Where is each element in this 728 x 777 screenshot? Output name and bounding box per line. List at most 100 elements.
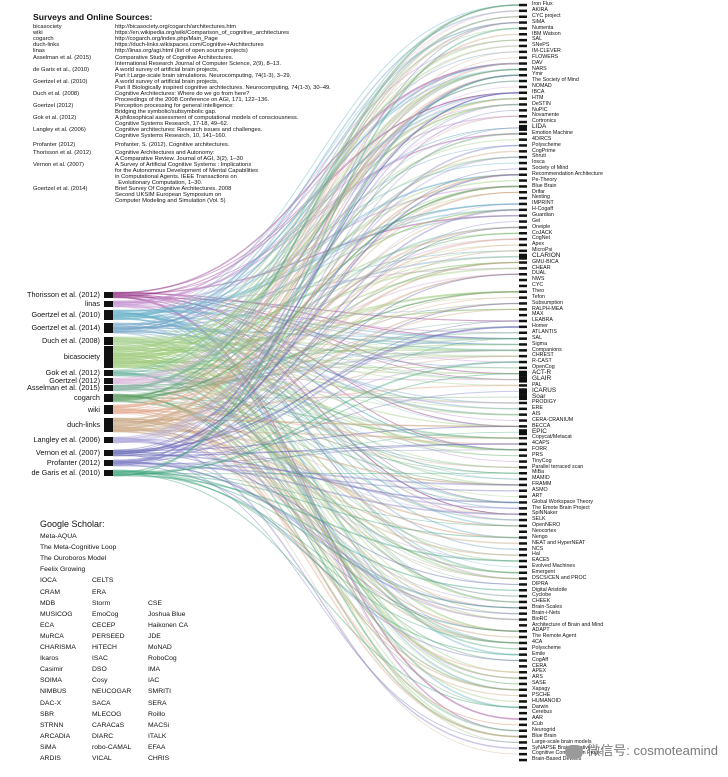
flow-link [112, 51, 520, 430]
flow-link [112, 92, 520, 380]
flow-link [112, 465, 520, 492]
flow-link [112, 473, 520, 632]
flow-link [112, 127, 520, 373]
left-node-label: Goertzel et al. (2010) [31, 310, 100, 319]
flow-link [112, 361, 520, 476]
right-node-bar [519, 337, 527, 340]
source-key: Goertzel et al. (2010) [33, 79, 88, 85]
right-node-label: Homer [532, 323, 548, 330]
flow-link [112, 98, 520, 411]
source-value: Comparative Study of Cognitive Architect… [115, 55, 281, 67]
flow-link [112, 419, 520, 638]
right-node-bar [519, 173, 527, 176]
flow-link [112, 273, 520, 424]
left-node-bar [104, 405, 113, 414]
scholar-item: EFAA [148, 743, 166, 751]
flow-link [112, 133, 520, 398]
right-node-bar [519, 226, 527, 229]
flow-link [112, 92, 520, 294]
right-node-bar [519, 388, 527, 395]
source-value: Cognitive architectures: Research issues… [115, 127, 263, 139]
flow-link [112, 302, 520, 433]
left-node-bar [104, 385, 113, 391]
right-node-bar [519, 91, 527, 94]
flow-link [112, 4, 520, 400]
left-node-label: cogarch [74, 393, 100, 402]
right-node-label: PAL [532, 381, 542, 388]
right-node-bar [519, 237, 527, 241]
flow-link [112, 399, 520, 486]
left-node-bar [104, 323, 113, 333]
flow-link [112, 191, 520, 365]
left-node-label: Thorisson et al. (2012) [26, 290, 100, 299]
right-node-label: Gel [532, 217, 541, 224]
flow-link [112, 244, 520, 358]
source-key: bicasociety [33, 24, 62, 30]
right-node-bar [519, 290, 527, 293]
flow-link [112, 358, 520, 738]
flow-link [112, 51, 520, 326]
source-row: wiki https://en.wikipedia.org/wiki/Compar… [33, 30, 289, 36]
flow-link [112, 360, 520, 468]
flow-link [112, 355, 520, 384]
flow-link [112, 62, 520, 295]
right-node-bar [519, 185, 527, 188]
flow-link [112, 308, 520, 328]
right-node-bar [519, 507, 527, 510]
right-node-bar [519, 15, 527, 18]
flow-link [112, 4, 520, 371]
flow-link [112, 273, 520, 384]
flow-link [112, 327, 520, 550]
flow-link [112, 303, 520, 580]
flow-link [112, 396, 520, 439]
flow-link [112, 303, 520, 389]
scholar-item: MLECOG [92, 710, 122, 718]
right-node-bar [519, 284, 527, 288]
left-node-bar [104, 394, 113, 402]
right-node-label: Guardian [532, 211, 554, 218]
right-node-bar [519, 3, 527, 7]
flow-link [112, 460, 520, 615]
scholar-item: DSO [92, 666, 107, 674]
scholar-item: robo-CAMAL [92, 743, 132, 751]
flow-link [112, 203, 520, 439]
flow-link [112, 45, 520, 380]
flow-link [112, 215, 520, 325]
flow-link [112, 322, 520, 410]
right-node-label: FRAMM [532, 481, 552, 488]
flow-link [112, 372, 520, 650]
flow-link [112, 308, 520, 350]
right-node-label: R-CAST [532, 358, 552, 365]
flow-link [112, 63, 520, 381]
right-node-label: Novamente [532, 112, 560, 119]
right-node-label: Companions [532, 346, 562, 353]
flow-link [112, 86, 520, 382]
flow-link [112, 408, 520, 673]
flow-link [112, 15, 520, 391]
right-node-label: SAL [532, 334, 543, 341]
sources-title: Surveys and Online Sources: [33, 12, 153, 22]
right-node-label: Cortronics [532, 118, 557, 125]
flow-link [112, 273, 520, 431]
right-node-label: ICARUS [532, 386, 557, 394]
flow-link [112, 332, 520, 691]
right-node-bar [519, 155, 527, 159]
flow-link [112, 330, 520, 416]
flow-link [112, 462, 520, 516]
right-node-bar [519, 21, 527, 24]
right-node-bar [519, 676, 527, 680]
flow-link [112, 454, 520, 743]
scholar-item: JDE [148, 632, 161, 640]
left-node-label: Langley et al. (2006) [33, 435, 100, 444]
flow-link [112, 303, 520, 463]
flow-link [112, 10, 520, 407]
flow-link [112, 326, 520, 369]
flow-link [112, 350, 520, 371]
flow-link [112, 303, 520, 363]
flow-link [112, 4, 520, 390]
flow-link [112, 343, 520, 364]
flow-link [112, 342, 520, 515]
right-node-label: Emile [532, 650, 546, 657]
right-node-label: BECCA [532, 422, 551, 429]
flow-link [112, 310, 520, 346]
